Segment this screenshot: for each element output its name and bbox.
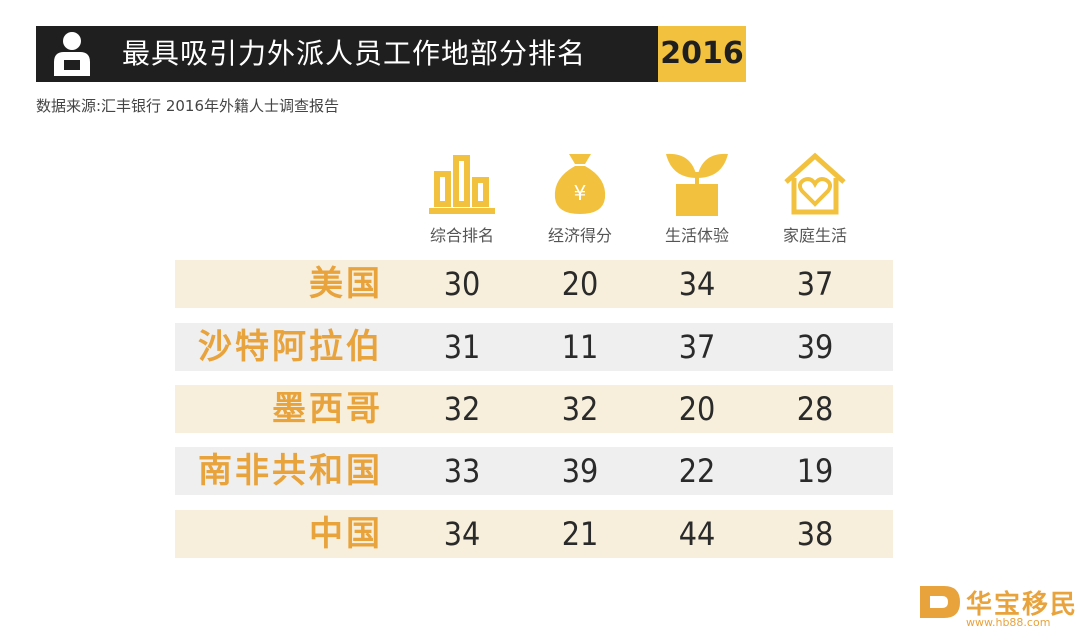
rank-cell: 31 — [443, 328, 481, 366]
rank-cell: 28 — [796, 390, 834, 428]
rank-cell: 37 — [678, 328, 716, 366]
svg-text:¥: ¥ — [574, 181, 587, 205]
money-bag-icon: ¥ — [554, 154, 606, 214]
column-header-family: 家庭生活 — [782, 226, 847, 245]
column-header-experience: 生活体验 — [664, 226, 729, 245]
house-heart-icon — [784, 152, 846, 215]
rank-cell: 39 — [796, 328, 834, 366]
rank-cell: 20 — [561, 265, 599, 303]
page-title: 最具吸引力外派人员工作地部分排名 — [122, 37, 587, 70]
table-row: 美国 30 20 34 37 — [175, 260, 893, 308]
hb-logo-icon — [920, 586, 960, 618]
person-icon — [54, 32, 90, 76]
table-row: 墨西哥 32 32 20 28 — [175, 385, 893, 433]
country-label: 中国 — [309, 514, 383, 554]
rank-cell: 34 — [678, 265, 716, 303]
rank-cell: 33 — [443, 452, 481, 490]
country-label: 南非共和国 — [198, 451, 383, 491]
table-row: 中国 34 21 44 38 — [175, 510, 893, 558]
rank-cell: 22 — [678, 452, 716, 490]
country-label: 墨西哥 — [272, 389, 383, 429]
bar-chart-icon — [429, 155, 495, 214]
rank-cell: 19 — [796, 452, 834, 490]
rank-cell: 38 — [796, 515, 834, 553]
column-header-overall: 综合排名 — [429, 226, 494, 245]
rank-cell: 32 — [561, 390, 599, 428]
rank-cell: 34 — [443, 515, 481, 553]
rank-cell: 39 — [561, 452, 599, 490]
rank-cell: 44 — [678, 515, 716, 553]
country-label: 美国 — [309, 264, 383, 304]
rank-cell: 30 — [443, 265, 481, 303]
rank-cell: 21 — [561, 515, 599, 553]
watermark-name: 华宝移民 — [966, 590, 1079, 620]
plant-pot-icon — [666, 153, 728, 216]
table-row: 沙特阿拉伯 31 11 37 39 — [175, 323, 893, 371]
rank-cell: 11 — [561, 328, 599, 366]
title-bar — [36, 26, 658, 82]
rank-cell: 37 — [796, 265, 834, 303]
watermark-url: www.hb88.com — [966, 616, 1051, 629]
rank-cell: 32 — [443, 390, 481, 428]
source-note: 数据来源:汇丰银行 2016年外籍人士调查报告 — [36, 97, 339, 115]
column-header-economy: 经济得分 — [547, 226, 612, 245]
country-label: 沙特阿拉伯 — [198, 327, 383, 367]
year-badge: 2016 — [658, 26, 746, 82]
rank-cell: 20 — [678, 390, 716, 428]
table-row: 南非共和国 33 39 22 19 — [175, 447, 893, 495]
